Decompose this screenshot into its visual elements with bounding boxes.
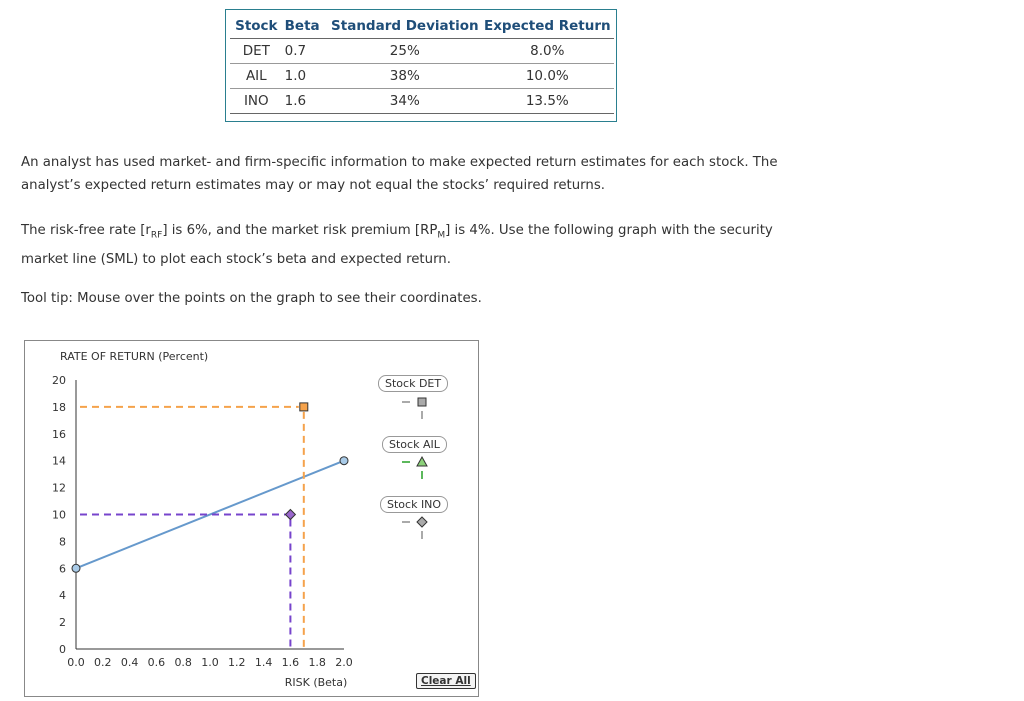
x-tick-label: 0.8 xyxy=(174,656,192,669)
header-stock: Stock xyxy=(230,13,283,39)
table-header-row: Stock Beta Standard Deviation Expected R… xyxy=(230,13,614,39)
m-subscript: M xyxy=(437,230,446,241)
sml-line xyxy=(75,459,345,570)
header-standard-deviation: Standard Deviation xyxy=(329,13,481,39)
cell-expected-return: 8.0% xyxy=(480,38,614,64)
orange-square-marker xyxy=(299,402,309,412)
y-tick-label: 10 xyxy=(52,509,66,522)
sml-start-point xyxy=(71,563,81,573)
legend-stock-ail[interactable]: Stock AIL xyxy=(382,436,447,453)
rates-paragraph-line1: The risk-free rate [rRF] is 6%, and the … xyxy=(21,219,821,248)
analyst-paragraph-line1: An analyst has used market- and firm-spe… xyxy=(21,155,778,170)
rates-text-a: The risk-free rate [r xyxy=(21,223,151,238)
x-tick-label: 1.4 xyxy=(255,656,273,669)
x-tick-label: 2.0 xyxy=(335,656,353,669)
x-tick-label: 1.2 xyxy=(228,656,246,669)
cell-standard-deviation: 25% xyxy=(329,38,481,64)
cell-standard-deviation: 34% xyxy=(329,88,481,114)
rates-paragraph: The risk-free rate [rRF] is 6%, and the … xyxy=(21,219,821,271)
y-tick-label: 2 xyxy=(59,616,66,629)
analyst-paragraph: An analyst has used market- and firm-spe… xyxy=(21,151,821,197)
x-tick-label: 0.2 xyxy=(94,656,112,669)
x-tick-label: 1.0 xyxy=(201,656,219,669)
sml-end-point xyxy=(339,456,349,466)
x-axis-label: RISK (Beta) xyxy=(285,676,348,689)
y-tick-label: 4 xyxy=(59,589,66,602)
cell-beta: 1.0 xyxy=(282,63,330,89)
y-tick-label: 12 xyxy=(52,482,66,495)
x-tick-label: 0.6 xyxy=(148,656,166,669)
legend-square-icon xyxy=(417,397,427,407)
cell-beta: 1.6 xyxy=(282,88,330,114)
y-tick-label: 0 xyxy=(59,643,66,656)
y-tick-label: 8 xyxy=(59,535,66,548)
clear-all-button[interactable]: Clear All xyxy=(416,673,476,689)
cell-stock: DET xyxy=(230,38,283,64)
rates-text-b: ] is 6%, and the market risk premium [RP xyxy=(162,223,438,238)
legend-triangle-icon xyxy=(416,455,428,467)
legend-icons xyxy=(402,397,428,539)
x-tick-label: 1.6 xyxy=(282,656,300,669)
legend-diamond-icon xyxy=(416,516,428,528)
table-row: INO 1.6 34% 13.5% xyxy=(230,88,614,114)
cell-standard-deviation: 38% xyxy=(329,63,481,89)
y-tick-label: 14 xyxy=(52,455,66,468)
rates-paragraph-line2: market line (SML) to plot each stock’s b… xyxy=(21,251,451,267)
y-tick-label: 16 xyxy=(52,428,66,441)
y-tick-label: 6 xyxy=(59,562,66,575)
sml-chart[interactable]: RATE OF RETURN (Percent) RISK (Beta) 0 2 4… xyxy=(25,341,478,696)
purple-diamond-marker xyxy=(284,508,297,521)
header-beta: Beta xyxy=(282,13,330,39)
legend-stock-ino[interactable]: Stock INO xyxy=(380,496,449,513)
x-tick-label: 1.8 xyxy=(308,656,326,669)
y-axis-label: RATE OF RETURN (Percent) xyxy=(60,350,208,363)
x-tick-label: 0.0 xyxy=(67,656,85,669)
cell-stock: AIL xyxy=(230,63,283,89)
chart-axes: 0 2 4 6 8 10 12 14 16 18 20 0.0 0.2 0.4 0.6 0.8 1.0 1.2 1.… xyxy=(52,374,353,669)
legend-stock-det[interactable]: Stock DET xyxy=(378,375,449,392)
analyst-paragraph-line2: analyst’s expected return estimates may … xyxy=(21,178,605,193)
header-expected-return: Expected Return xyxy=(480,13,614,39)
x-tick-label: 0.4 xyxy=(121,656,139,669)
rates-text-c: ] is 4%. Use the following graph with th… xyxy=(445,223,773,238)
table-row: DET 0.7 25% 8.0% xyxy=(230,38,614,64)
cell-stock: INO xyxy=(230,88,283,114)
sml-chart-panel: RATE OF RETURN (Percent) RISK (Beta) 0 2 4… xyxy=(24,340,479,697)
table-row: AIL 1.0 38% 10.0% xyxy=(230,63,614,89)
cell-expected-return: 10.0% xyxy=(480,63,614,89)
y-tick-label: 20 xyxy=(52,374,66,387)
rf-subscript: RF xyxy=(150,230,163,241)
chart-marks xyxy=(71,402,349,649)
cell-beta: 0.7 xyxy=(282,38,330,64)
cell-expected-return: 13.5% xyxy=(480,88,614,114)
y-tick-label: 18 xyxy=(52,401,66,414)
stock-data-table: Stock Beta Standard Deviation Expected R… xyxy=(225,9,617,122)
tool-tip-text: Tool tip: Mouse over the points on the g… xyxy=(21,291,482,306)
